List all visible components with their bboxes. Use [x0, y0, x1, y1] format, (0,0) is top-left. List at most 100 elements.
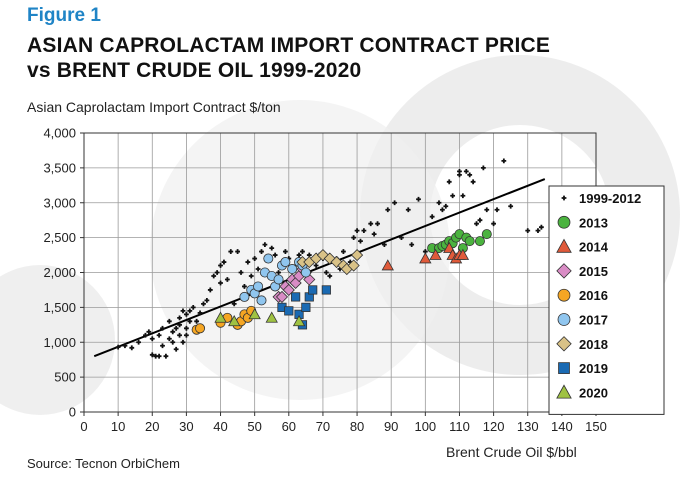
data-point: [184, 311, 189, 317]
data-point: [136, 339, 142, 345]
data-point: [440, 207, 445, 213]
data-point: [115, 344, 121, 350]
data-point: [173, 325, 179, 331]
data-point: [341, 249, 346, 254]
data-point: [156, 332, 162, 338]
x-tick-label: 130: [517, 419, 539, 434]
data-point: [491, 221, 496, 227]
data-point: [156, 353, 162, 359]
legend-marker: [556, 336, 572, 352]
data-point: [292, 315, 306, 327]
data-point: [358, 238, 363, 244]
data-point: [463, 168, 469, 174]
data-point: [351, 248, 364, 262]
data-point: [269, 245, 275, 251]
data-point: [211, 273, 217, 279]
data-point: [467, 172, 473, 178]
data-point: [180, 308, 186, 314]
data-point: [272, 252, 278, 258]
data-point: [122, 343, 128, 349]
data-point: [166, 336, 172, 342]
data-point: [301, 302, 311, 312]
legend-label: 2013: [579, 215, 608, 230]
data-point: [282, 249, 288, 254]
legend-marker: [557, 313, 571, 326]
data-point: [300, 249, 305, 254]
legend-label: 1999-2012: [579, 191, 641, 206]
x-tick-label: 60: [282, 419, 296, 434]
data-point: [375, 221, 380, 227]
legend-marker: [557, 215, 571, 229]
data-points: [115, 158, 544, 359]
chart-title-line-2: vs BRENT CRUDE OIL 1999-2020: [27, 59, 362, 82]
x-tick-label: 80: [350, 419, 364, 434]
data-point: [255, 266, 261, 272]
data-point: [177, 322, 182, 328]
data-point: [248, 308, 261, 320]
data-point: [180, 339, 186, 345]
legend-marker: [556, 263, 572, 279]
data-point: [143, 332, 148, 338]
data-point: [160, 325, 165, 331]
data-point: [146, 329, 152, 335]
data-point: [327, 273, 333, 279]
x-tick-label: 0: [80, 419, 87, 434]
data-point: [457, 172, 462, 178]
legend-label: 2016: [579, 288, 608, 303]
data-point: [456, 248, 470, 260]
y-tick-label: 3,000: [43, 195, 76, 210]
data-point: [300, 267, 311, 278]
data-point: [190, 304, 196, 310]
x-tick-label: 150: [585, 419, 607, 434]
data-point: [494, 207, 500, 213]
x-tick-label: 20: [145, 419, 159, 434]
legend-marker: [561, 195, 567, 201]
x-tick-label: 40: [213, 419, 227, 434]
data-point: [149, 352, 155, 358]
legend-marker: [556, 384, 572, 399]
data-point: [242, 284, 247, 289]
data-point: [228, 249, 234, 254]
data-point: [525, 228, 531, 234]
x-tick-label: 110: [449, 419, 470, 434]
data-point: [214, 311, 227, 323]
data-point: [239, 291, 250, 302]
data-point: [450, 193, 456, 199]
grid-lines: [84, 133, 596, 412]
data-point: [470, 179, 476, 185]
data-point: [263, 253, 274, 264]
x-tick-label: 90: [384, 419, 398, 434]
data-point: [296, 252, 302, 258]
y-tick-label: 2,000: [43, 265, 76, 280]
data-point: [265, 311, 278, 323]
legend-label: 2015: [579, 264, 608, 279]
data-point: [280, 257, 291, 268]
data-point: [399, 235, 404, 241]
data-point: [177, 315, 182, 321]
data-point: [201, 301, 206, 307]
data-point: [253, 281, 264, 292]
data-point: [163, 353, 169, 359]
data-point: [464, 236, 475, 247]
chart-title-line-1: ASIAN CAPROLACTAM IMPORT CONTRACT PRICE: [27, 34, 551, 57]
data-point: [361, 228, 367, 234]
data-point: [291, 292, 301, 302]
data-point: [160, 343, 165, 349]
legend-marker: [557, 288, 571, 302]
data-point: [474, 221, 479, 227]
x-tick-label: 140: [551, 419, 573, 434]
legend-label: 2017: [579, 313, 608, 328]
data-point: [245, 259, 251, 265]
data-point: [287, 264, 298, 275]
data-point: [405, 207, 411, 213]
data-point: [235, 249, 240, 254]
source-note: Source: Tecnon OrbiChem: [27, 456, 180, 471]
legend-label: 2019: [579, 361, 608, 376]
data-point: [284, 306, 294, 316]
x-tick-label: 10: [111, 419, 125, 434]
series-2014: [381, 241, 470, 271]
data-point: [392, 200, 398, 206]
legend: 1999-2012 2013 2014 2015 2016 2017 2018 2019 202…: [548, 185, 665, 415]
y-tick-label: 1,500: [43, 300, 76, 315]
